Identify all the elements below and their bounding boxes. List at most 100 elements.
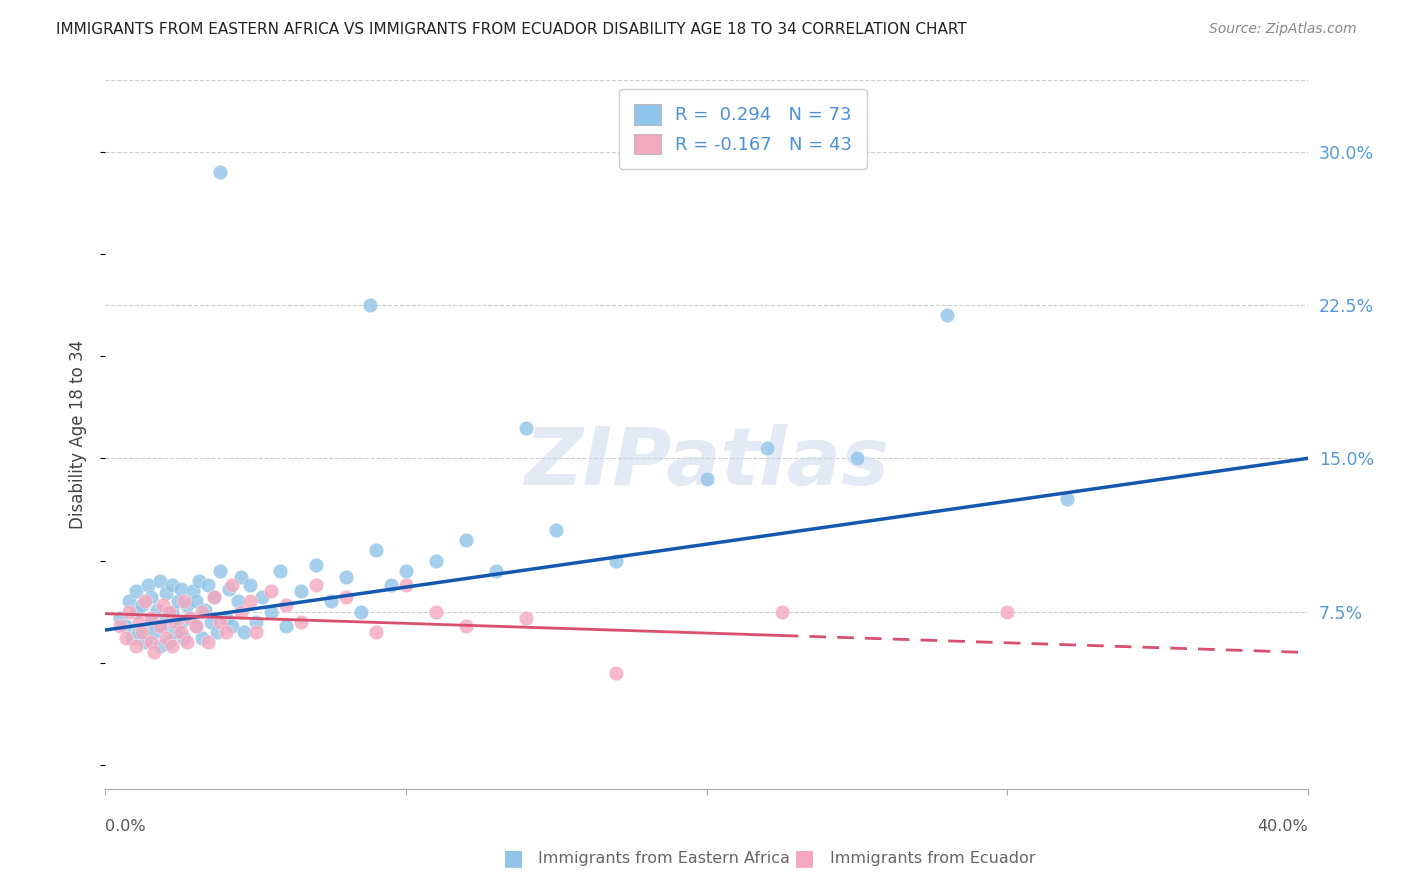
Point: [335, 570, 357, 584]
Point: [221, 578, 243, 592]
Point: [515, 611, 537, 625]
Point: [148, 619, 170, 633]
Point: [260, 605, 283, 619]
Point: [128, 615, 150, 629]
Text: IMMIGRANTS FROM EASTERN AFRICA VS IMMIGRANTS FROM ECUADOR DISABILITY AGE 18 TO 3: IMMIGRANTS FROM EASTERN AFRICA VS IMMIGR…: [56, 22, 967, 37]
Point: [226, 594, 249, 608]
Point: [142, 645, 165, 659]
Point: [142, 625, 165, 640]
Point: [131, 599, 153, 613]
Point: [269, 564, 291, 578]
Point: [124, 584, 146, 599]
Point: [118, 594, 141, 608]
Point: [121, 631, 143, 645]
Point: [181, 584, 204, 599]
Text: ZIPatlas: ZIPatlas: [524, 425, 889, 502]
Point: [454, 533, 477, 547]
Point: [605, 665, 627, 680]
Text: ■: ■: [794, 848, 814, 868]
Point: [232, 625, 254, 640]
Point: [190, 631, 212, 645]
Point: [995, 605, 1018, 619]
Point: [145, 602, 167, 616]
Point: [200, 615, 222, 629]
Point: [184, 594, 207, 608]
Point: [485, 564, 508, 578]
Legend: R =  0.294   N = 73, R = -0.167   N = 43: R = 0.294 N = 73, R = -0.167 N = 43: [620, 89, 866, 169]
Point: [770, 605, 793, 619]
Text: Immigrants from Ecuador: Immigrants from Ecuador: [830, 851, 1035, 865]
Point: [124, 605, 146, 619]
Point: [128, 625, 150, 640]
Point: [134, 594, 156, 608]
Point: [160, 578, 183, 592]
Point: [845, 451, 868, 466]
Point: [395, 564, 418, 578]
Point: [160, 605, 183, 619]
Text: Immigrants from Eastern Africa: Immigrants from Eastern Africa: [538, 851, 790, 865]
Point: [350, 605, 373, 619]
Point: [155, 611, 177, 625]
Point: [425, 605, 447, 619]
Text: 40.0%: 40.0%: [1257, 820, 1308, 834]
Point: [169, 615, 191, 629]
Point: [205, 625, 228, 640]
Point: [208, 615, 231, 629]
Point: [290, 584, 312, 599]
Point: [274, 599, 297, 613]
Point: [155, 631, 177, 645]
Point: [155, 586, 177, 600]
Point: [194, 602, 217, 616]
Point: [221, 619, 243, 633]
Point: [395, 578, 418, 592]
Point: [115, 631, 138, 645]
Point: [546, 523, 568, 537]
Point: [110, 611, 132, 625]
Point: [755, 441, 778, 455]
Point: [239, 578, 262, 592]
Point: [184, 619, 207, 633]
Point: [214, 611, 236, 625]
Text: 0.0%: 0.0%: [105, 820, 146, 834]
Point: [163, 615, 186, 629]
Point: [250, 591, 273, 605]
Point: [139, 615, 162, 629]
Point: [290, 615, 312, 629]
Point: [190, 605, 212, 619]
Point: [118, 605, 141, 619]
Point: [187, 574, 209, 588]
Point: [160, 640, 183, 654]
Point: [239, 594, 262, 608]
Point: [197, 578, 219, 592]
Point: [115, 619, 138, 633]
Point: [152, 619, 174, 633]
Point: [139, 611, 162, 625]
Text: Source: ZipAtlas.com: Source: ZipAtlas.com: [1209, 22, 1357, 37]
Point: [229, 605, 252, 619]
Point: [179, 611, 201, 625]
Point: [335, 591, 357, 605]
Point: [176, 599, 198, 613]
Point: [179, 611, 201, 625]
Point: [359, 298, 381, 312]
Point: [208, 165, 231, 179]
Point: [515, 420, 537, 434]
Point: [152, 599, 174, 613]
Point: [696, 472, 718, 486]
Point: [936, 308, 959, 322]
Point: [245, 625, 267, 640]
Point: [305, 558, 328, 572]
Point: [245, 615, 267, 629]
Point: [380, 578, 402, 592]
Point: [173, 594, 195, 608]
Point: [110, 619, 132, 633]
Point: [197, 635, 219, 649]
Y-axis label: Disability Age 18 to 34: Disability Age 18 to 34: [69, 340, 87, 530]
Point: [157, 635, 180, 649]
Point: [1056, 492, 1078, 507]
Point: [157, 605, 180, 619]
Point: [169, 625, 191, 640]
Point: [148, 640, 170, 654]
Point: [319, 594, 342, 608]
Point: [169, 582, 191, 596]
